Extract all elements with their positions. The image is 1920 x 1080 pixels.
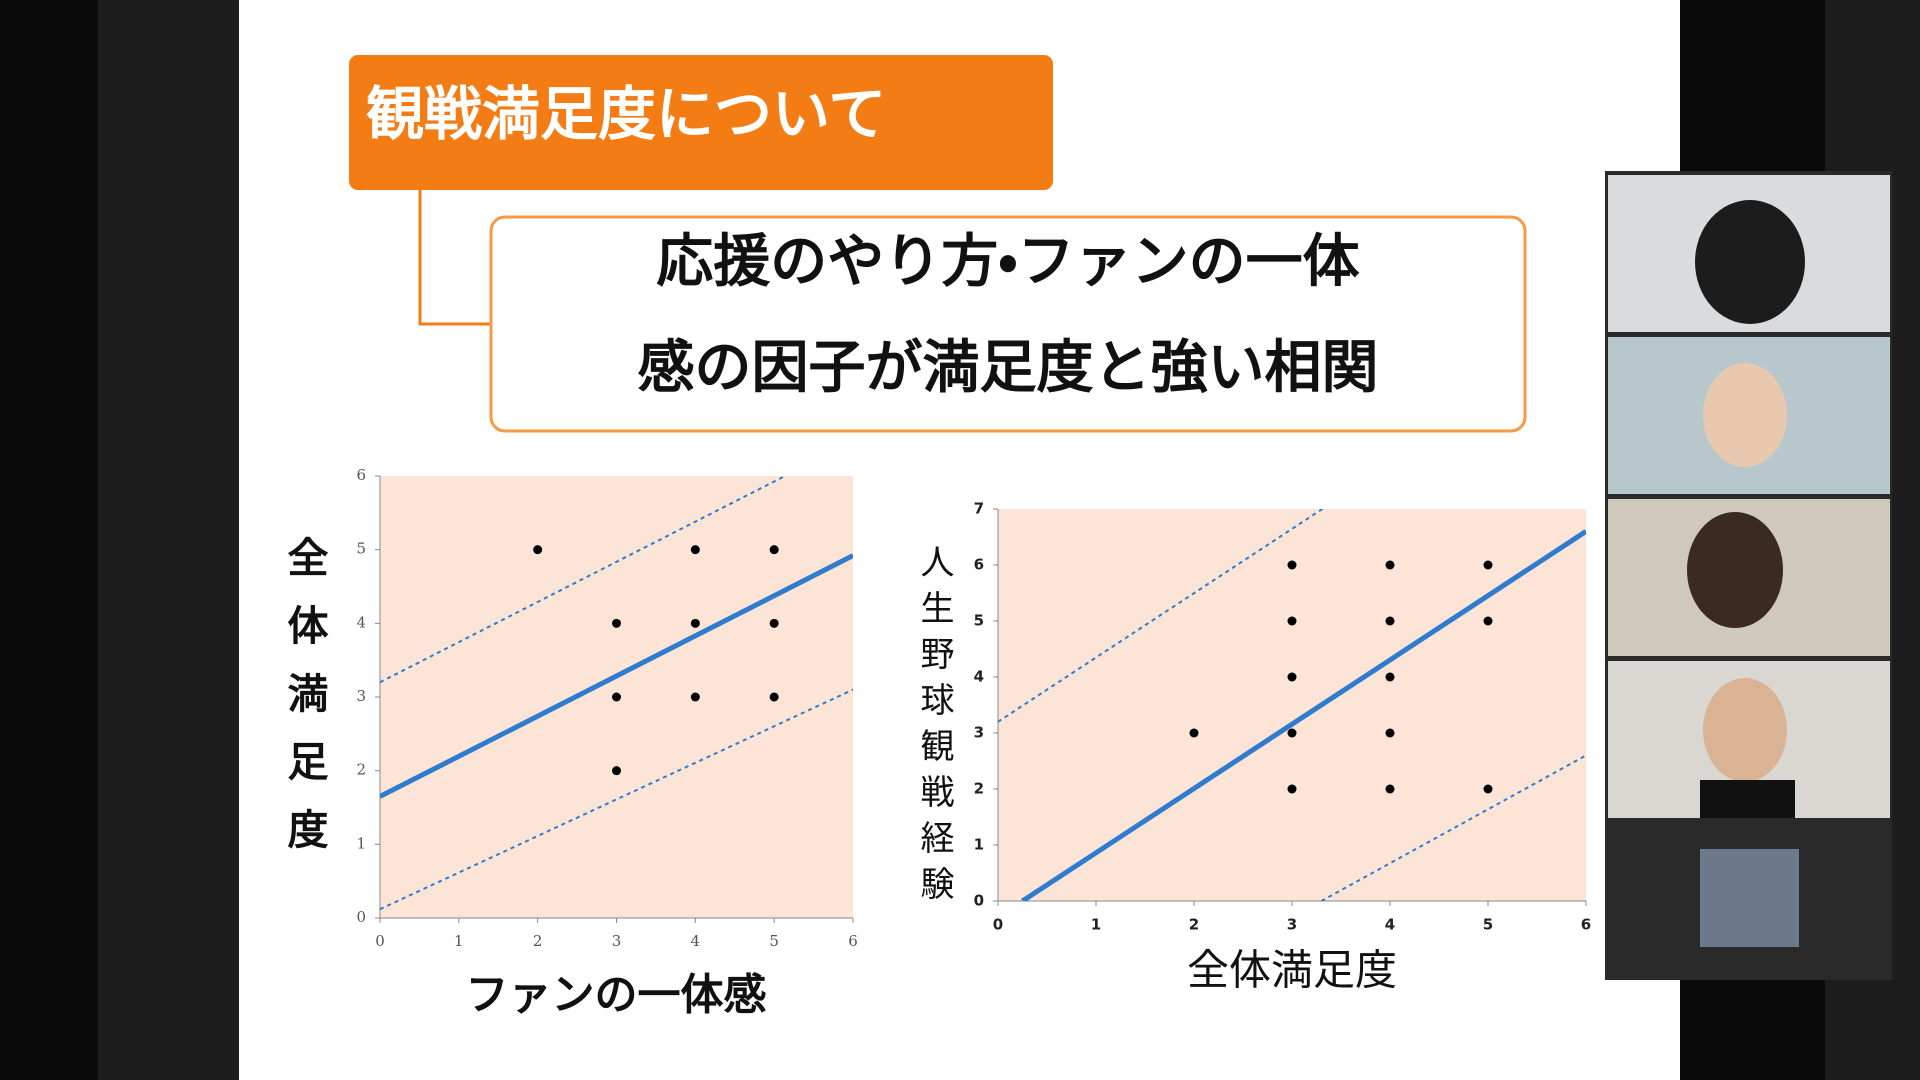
point <box>690 692 700 702</box>
x-tick-label: 3 <box>612 932 622 950</box>
y-tick-label: 6 <box>356 466 366 484</box>
x-tick-label: 4 <box>1385 916 1395 934</box>
title-box <box>349 55 1053 190</box>
y-tick-label: 0 <box>356 908 366 926</box>
y-tick-label: 5 <box>974 612 984 630</box>
prediction-band <box>380 688 853 911</box>
regression-line <box>1021 529 1586 901</box>
prediction-band <box>380 476 788 684</box>
regression-line <box>380 553 853 799</box>
x-tick-label: 6 <box>1581 916 1591 934</box>
x-axis-label: ファンの一体感 <box>466 971 767 1021</box>
left-margin <box>0 0 98 1080</box>
point <box>1483 560 1493 570</box>
point <box>612 618 621 628</box>
point <box>769 618 779 628</box>
fit-lines <box>998 509 1586 901</box>
participant <box>1703 363 1787 467</box>
avatar-image <box>1700 849 1799 947</box>
y-tick-label: 0 <box>974 892 984 910</box>
y-tick-label: 2 <box>974 780 984 798</box>
statement-line: 感の因子が満足度と強い相関 <box>638 335 1379 401</box>
point <box>1287 672 1297 682</box>
fit-lines <box>380 476 853 911</box>
y-tick-label: 3 <box>974 724 984 742</box>
x-tick-label: 2 <box>533 932 543 950</box>
point <box>690 618 700 628</box>
point <box>1385 784 1395 794</box>
point <box>769 545 779 555</box>
participant-body <box>1700 780 1795 818</box>
x-tick-label: 2 <box>1189 916 1199 934</box>
y-tick-label: 4 <box>356 613 366 631</box>
point <box>1189 728 1199 738</box>
slide-title: 観戦満足度について <box>366 80 886 148</box>
y-tick-label: 1 <box>974 836 984 854</box>
x-tick-label: 3 <box>1287 916 1297 934</box>
participant <box>1703 678 1787 782</box>
point <box>1483 784 1493 794</box>
y-axis-label: 人生野球観戦経験 <box>914 544 954 912</box>
x-tick-label: 1 <box>1091 916 1101 934</box>
point <box>1483 616 1493 626</box>
point <box>612 766 621 776</box>
y-tick-label: 3 <box>356 687 366 705</box>
statement-line: 応援のやり方・ファンの一体 <box>656 229 1359 295</box>
connector <box>418 190 490 326</box>
x-tick-label: 0 <box>993 916 1003 934</box>
y-tick-label: 2 <box>356 761 366 779</box>
point <box>1385 560 1395 570</box>
point <box>1287 784 1297 794</box>
participant <box>1695 200 1805 324</box>
y-tick-label: 6 <box>974 556 984 574</box>
y-tick-label: 7 <box>974 500 984 518</box>
point <box>1287 616 1297 626</box>
x-axis-label: 全体満足度 <box>1187 946 1397 995</box>
statement-box <box>489 215 1527 433</box>
y-tick-label: 4 <box>974 668 984 686</box>
point <box>1385 672 1395 682</box>
point <box>612 692 621 702</box>
point <box>1287 728 1297 738</box>
x-tick-label: 5 <box>769 932 779 950</box>
plot-area <box>998 509 1586 901</box>
x-tick-label: 4 <box>691 932 701 950</box>
point <box>533 545 543 555</box>
point <box>1385 728 1395 738</box>
participant <box>1687 512 1783 628</box>
x-tick-label: 6 <box>848 932 858 950</box>
prediction-band <box>1320 754 1586 901</box>
point <box>1385 616 1395 626</box>
y-tick-label: 5 <box>356 540 366 558</box>
point <box>1287 560 1297 570</box>
video-panel <box>1605 171 1892 980</box>
x-tick-label: 1 <box>454 932 464 950</box>
point <box>769 692 779 702</box>
left-band <box>98 0 239 1080</box>
x-tick-label: 0 <box>375 932 385 950</box>
y-axis-label: 全体満足度 <box>280 536 329 876</box>
point <box>690 545 700 555</box>
y-tick-label: 1 <box>356 834 366 852</box>
x-tick-label: 5 <box>1483 916 1493 934</box>
